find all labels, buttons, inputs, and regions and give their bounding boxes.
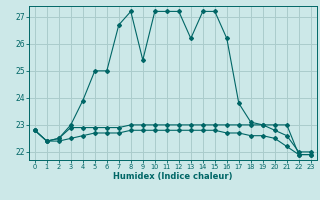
X-axis label: Humidex (Indice chaleur): Humidex (Indice chaleur) xyxy=(113,172,233,181)
